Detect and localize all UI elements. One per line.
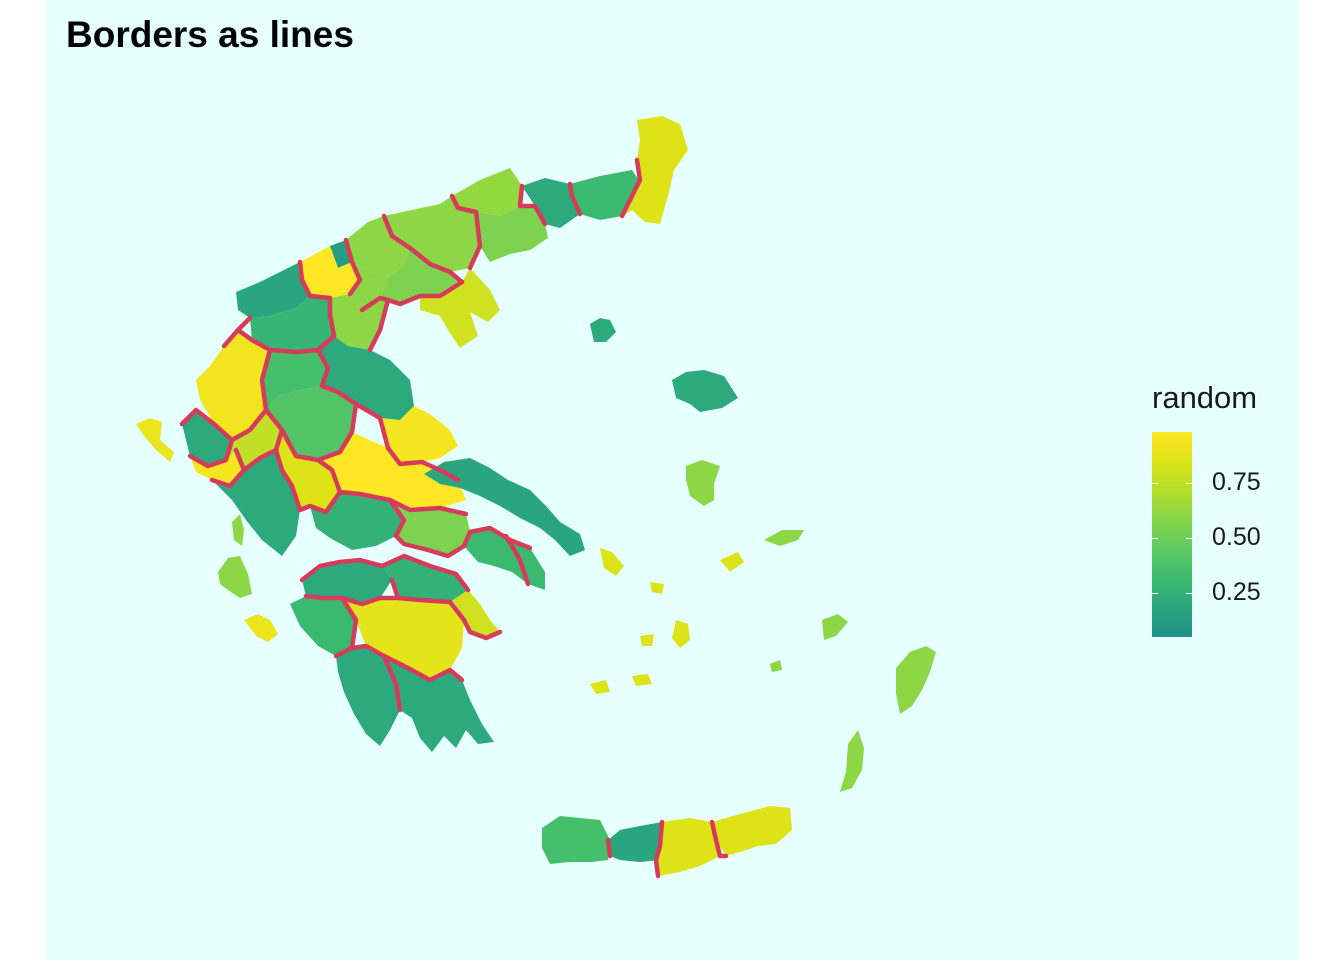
- legend-tick-mark: [1152, 537, 1158, 540]
- legend-tick-label: 0.75: [1212, 467, 1261, 496]
- region-rhodope: [570, 170, 640, 220]
- map-title: Borders as lines: [66, 14, 354, 55]
- region-zakynthos: [244, 614, 278, 642]
- region-xanthi: [522, 178, 580, 228]
- region-grevena: [250, 296, 334, 352]
- legend-title: random: [1152, 380, 1258, 415]
- region-thessaloniki: [380, 248, 462, 304]
- region-samos: [764, 530, 804, 546]
- region-lasithi: [712, 806, 792, 856]
- border-line: [367, 297, 391, 353]
- border-line: [273, 447, 343, 515]
- region-kefalonia: [218, 556, 252, 598]
- region-kilkis: [346, 216, 410, 276]
- border-line: [605, 837, 613, 859]
- region-border-lines: [179, 157, 729, 879]
- border-line: [241, 427, 285, 473]
- region-heraklion: [656, 818, 720, 876]
- border-line: [263, 401, 383, 463]
- region-phthiotis: [318, 432, 466, 510]
- border-line: [449, 193, 483, 271]
- region-corfu: [136, 418, 174, 462]
- region-achaea: [302, 560, 392, 604]
- border-line: [653, 819, 665, 879]
- border-line: [387, 497, 473, 559]
- border-line: [221, 315, 253, 349]
- border-line: [315, 457, 469, 517]
- legend-tick-mark: [1186, 537, 1192, 540]
- border-line: [381, 213, 465, 285]
- region-kastoria: [236, 262, 310, 318]
- legend-tick-mark: [1186, 482, 1192, 485]
- legend-tick-mark: [1186, 592, 1192, 595]
- region-messenia: [336, 646, 400, 746]
- border-line: [619, 157, 643, 219]
- region-lesbos: [672, 370, 738, 412]
- region-preveza: [190, 450, 244, 486]
- region-kavala: [476, 206, 548, 262]
- legend-tick-label: 0.25: [1212, 577, 1261, 606]
- region-laconia: [384, 656, 494, 752]
- border-line: [517, 183, 548, 227]
- region-serres: [384, 196, 480, 272]
- region-cyclades: [590, 548, 744, 694]
- region-euboea: [424, 458, 585, 556]
- border-line: [447, 599, 503, 641]
- border-line: [381, 653, 465, 683]
- border-line: [209, 447, 247, 489]
- border-line: [339, 595, 453, 607]
- border-line: [187, 437, 235, 469]
- region-argolis: [450, 590, 500, 638]
- border-line: [259, 347, 273, 413]
- border-line: [467, 525, 533, 551]
- region-lefkada: [232, 514, 244, 546]
- region-trikala: [252, 340, 328, 410]
- legend-colorbar: [1152, 432, 1192, 637]
- border-line: [297, 259, 337, 339]
- border-line: [377, 415, 461, 483]
- border-line: [567, 181, 583, 217]
- region-magnesia: [380, 406, 458, 464]
- region-pieria: [330, 294, 388, 350]
- region-evros: [622, 116, 688, 224]
- region-chios: [686, 460, 720, 506]
- border-line: [179, 407, 269, 443]
- region-florina: [300, 246, 360, 298]
- legend-tick-label: 0.50: [1212, 522, 1261, 551]
- border-line: [235, 327, 337, 355]
- border-line: [709, 819, 729, 859]
- border-line: [389, 577, 401, 601]
- region-drama: [452, 168, 522, 216]
- region-aetolia-acarnania: [212, 450, 300, 556]
- region-fills: [136, 116, 936, 876]
- region-rethymno: [608, 822, 664, 862]
- region-boeotia: [390, 500, 470, 556]
- region-ioannina: [196, 330, 270, 440]
- border-line: [315, 347, 359, 407]
- region-thesprotia: [182, 410, 232, 466]
- region-larisa: [318, 336, 414, 420]
- region-chania: [542, 816, 610, 864]
- border-line: [503, 533, 531, 587]
- region-dodecanese: [770, 614, 936, 792]
- border-line: [303, 593, 359, 659]
- legend-tick-mark: [1152, 482, 1158, 485]
- border-line: [359, 279, 465, 313]
- region-arcadia: [342, 598, 464, 680]
- region-lemnos: [590, 318, 616, 342]
- border-line: [343, 237, 363, 297]
- region-elis: [290, 596, 356, 656]
- region-corinthia: [382, 556, 468, 602]
- border-line: [299, 553, 471, 593]
- legend-tick-mark: [1152, 592, 1158, 595]
- region-phocis: [310, 492, 404, 550]
- region-chalkidiki: [420, 268, 500, 348]
